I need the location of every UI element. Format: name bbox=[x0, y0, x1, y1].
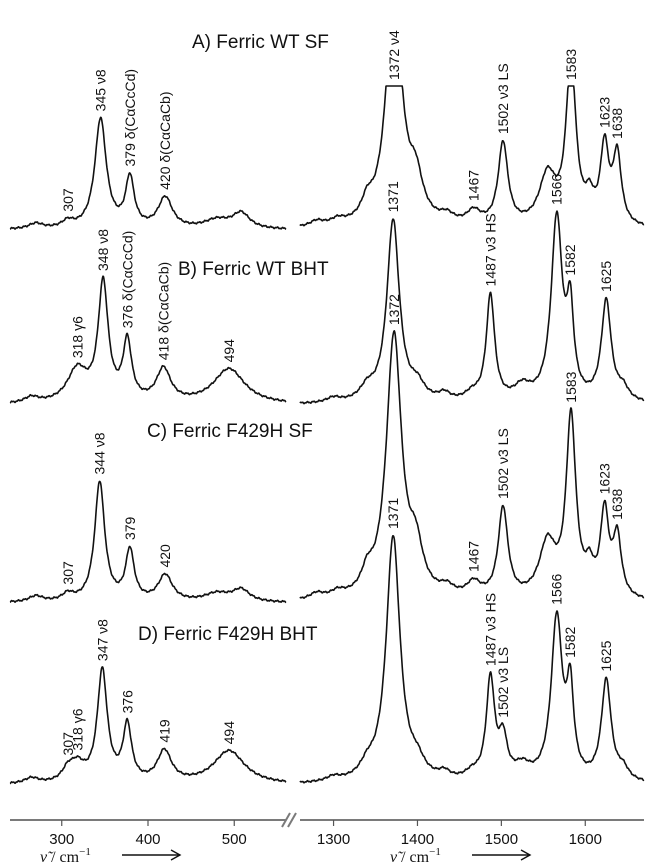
peak-label-1-low-3: 420 δ(CαCaCb) bbox=[157, 91, 173, 189]
peak-label-1-high-0: 1372 ν4 bbox=[386, 30, 402, 80]
x-tick-label-1-1: 400 bbox=[135, 831, 160, 848]
peak-label-4-low-1: 318 γ6 bbox=[69, 708, 85, 750]
spectrum-3-low bbox=[9, 480, 287, 604]
peak-label-3-high-3: 1583 bbox=[563, 371, 579, 402]
peak-label-4-low-4: 419 bbox=[156, 719, 172, 743]
peak-label-3-low-2: 379 bbox=[122, 516, 138, 540]
peak-label-2-low-2: 376 δ(CαCcCd) bbox=[119, 231, 135, 329]
peak-label-2-high-1: 1487 ν3 HS bbox=[482, 213, 498, 286]
spectrum-1-low bbox=[9, 116, 287, 231]
peak-label-1-high-2: 1502 ν3 LS bbox=[495, 63, 511, 134]
peak-label-1-high-1: 1467 bbox=[466, 170, 482, 201]
spectrum-2-low bbox=[9, 275, 287, 404]
peak-label-3-low-3: 420 bbox=[157, 544, 173, 568]
peak-label-1-high-4: 1623 bbox=[597, 97, 613, 128]
peak-label-2-high-0: 1371 bbox=[385, 181, 401, 212]
peak-label-4-low-0: 307 bbox=[60, 732, 76, 756]
x-tick-label-1-2: 500 bbox=[222, 831, 247, 848]
spectrum-1-high bbox=[299, 85, 645, 227]
spectrum-title-4: D) Ferric F429H BHT bbox=[138, 624, 318, 645]
x-tick-label-2-0: 1300 bbox=[317, 831, 350, 848]
x-axes: 300 400 500 ν̃ / cm−1 1300 1400 1500 1600 ν̃ / c… bbox=[10, 812, 644, 866]
spectrum-title-1: A) Ferric WT SF bbox=[192, 32, 329, 53]
peak-label-1-low-1: 345 ν8 bbox=[93, 69, 109, 111]
peak-label-4-high-2: 1502 ν3 LS bbox=[495, 647, 511, 718]
peak-label-3-high-1: 1467 bbox=[466, 541, 482, 572]
x-tick-label-2-2: 1500 bbox=[485, 831, 518, 848]
spectrum-4-low bbox=[9, 666, 287, 785]
x-axis-label-2: ν̃ / cm−1 bbox=[390, 846, 441, 866]
spectra-layer bbox=[9, 85, 645, 785]
peak-label-1-low-2: 379 δ(CαCcCd) bbox=[122, 69, 138, 167]
axis-break-mark-1 bbox=[281, 812, 291, 828]
spectrum-3-high bbox=[299, 330, 645, 599]
x-tick-label-2-3: 1600 bbox=[569, 831, 602, 848]
peak-label-4-low-5: 494 bbox=[221, 721, 237, 745]
peak-label-1-low-0: 307 bbox=[60, 188, 76, 212]
peak-label-4-low-3: 376 bbox=[119, 690, 135, 714]
x-tick-label-2-1: 1400 bbox=[401, 831, 434, 848]
peak-labels-layer: A) Ferric WT SF 307 345 ν8 379 δ(CαCcCd) 420… bbox=[60, 30, 625, 755]
peak-label-2-low-0: 318 γ6 bbox=[69, 316, 85, 358]
peak-label-2-high-3: 1582 bbox=[562, 244, 578, 275]
peak-label-1-high-5: 1638 bbox=[609, 108, 625, 139]
peak-label-4-high-3: 1566 bbox=[549, 573, 565, 604]
peak-label-2-low-1: 348 ν8 bbox=[95, 229, 111, 271]
x-axis-label-1: ν̃ / cm−1 bbox=[40, 846, 91, 866]
peak-label-2-low-3: 418 δ(CαCaCb) bbox=[156, 262, 172, 360]
x-axis-arrowhead-1 bbox=[170, 849, 182, 861]
axis-break-mark-2 bbox=[287, 812, 297, 828]
peak-label-2-high-2: 1566 bbox=[549, 174, 565, 205]
peak-label-3-high-5: 1638 bbox=[609, 488, 625, 519]
x-tick-label-1-0: 300 bbox=[49, 831, 74, 848]
peak-label-4-high-5: 1625 bbox=[598, 640, 614, 671]
spectrum-title-3: C) Ferric F429H SF bbox=[147, 421, 313, 442]
peak-label-3-high-0: 1372 bbox=[386, 294, 402, 325]
peak-label-2-high-4: 1625 bbox=[598, 261, 614, 292]
peak-label-3-low-0: 307 bbox=[60, 561, 76, 585]
peak-label-4-high-1: 1487 ν3 HS bbox=[482, 593, 498, 666]
peak-label-4-high-0: 1371 bbox=[385, 498, 401, 529]
peak-label-3-low-1: 344 ν8 bbox=[92, 432, 108, 474]
peak-label-1-high-3: 1583 bbox=[563, 49, 579, 80]
spectrum-2-high bbox=[299, 210, 645, 405]
spectrum-title-2: B) Ferric WT BHT bbox=[178, 259, 329, 280]
peak-label-4-high-4: 1582 bbox=[562, 627, 578, 658]
x-axis-arrowhead-2 bbox=[520, 849, 532, 861]
spectrum-4-high bbox=[299, 535, 645, 784]
peak-label-3-high-2: 1502 ν3 LS bbox=[495, 428, 511, 499]
peak-label-3-high-4: 1623 bbox=[597, 463, 613, 494]
peak-label-4-low-2: 347 ν8 bbox=[94, 619, 110, 661]
peak-label-2-low-4: 494 bbox=[221, 339, 237, 363]
